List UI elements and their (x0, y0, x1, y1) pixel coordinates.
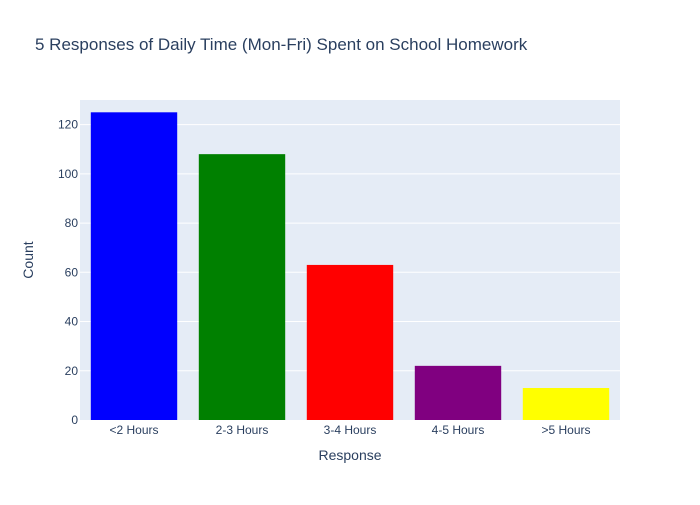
x-tick-label: >5 Hours (541, 423, 590, 437)
bar-2 (306, 264, 394, 420)
x-tick-label: <2 Hours (109, 423, 158, 437)
y-tick-label: 20 (65, 364, 79, 378)
x-axis-title: Response (318, 447, 381, 463)
bar-3 (414, 365, 502, 420)
chart-title: 5 Responses of Daily Time (Mon-Fri) Spen… (35, 35, 528, 54)
bar-0 (90, 112, 178, 421)
y-tick-label: 0 (71, 413, 78, 427)
bar-1 (198, 154, 286, 420)
x-tick-label: 2-3 Hours (216, 423, 269, 437)
x-tick-label: 3-4 Hours (324, 423, 377, 437)
x-axis-ticks: <2 Hours 2-3 Hours 3-4 Hours 4-5 Hours >5 Ho… (109, 423, 590, 437)
bar-4 (522, 388, 610, 420)
y-tick-label: 100 (58, 167, 78, 181)
y-tick-label: 80 (65, 216, 79, 230)
x-tick-label: 4-5 Hours (432, 423, 485, 437)
y-axis-ticks: 0 20 40 60 80 100 120 (58, 118, 78, 427)
y-tick-label: 60 (65, 265, 79, 279)
y-tick-label: 40 (65, 315, 79, 329)
y-axis-title: Count (20, 241, 36, 278)
bars (90, 112, 610, 421)
y-tick-label: 120 (58, 118, 78, 132)
